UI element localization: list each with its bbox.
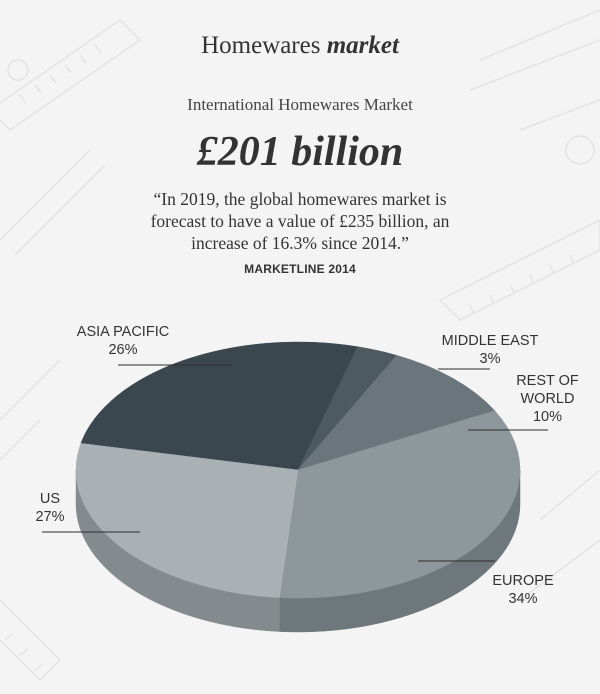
label-europe-name: EUROPE [492,573,554,589]
label-europe-value: 34% [508,591,538,607]
label-rest-of-world-line1: REST OF [516,373,579,389]
title-emphasis: market [326,32,399,59]
page-title: Homewares market [0,32,600,60]
label-us: US 27% [20,490,80,526]
label-middle-east-name: MIDDLE EAST [441,333,539,349]
pie-slice-asia-pacific [80,341,359,471]
label-us-name: US [39,491,61,507]
market-value: £201 billion [196,129,404,175]
source-credit: MARKETLINE 2014 [244,262,356,276]
pie-slice-europe [279,410,521,599]
label-asia-pacific-value: 26% [108,342,138,358]
label-rest-of-world-value: 10% [532,409,563,425]
label-asia-pacific: ASIA PACIFIC 26% [58,323,188,359]
label-rest-of-world-line2: WORLD [520,391,575,407]
label-middle-east: MIDDLE EAST 3% [425,332,555,368]
forecast-quote: “In 2019, the global homewares market is… [150,189,450,253]
chart-subtitle: International Homewares Market [187,95,413,114]
label-europe: EUROPE 34% [478,572,568,608]
title-plain: Homewares [201,32,321,59]
label-us-value: 27% [35,509,65,525]
label-middle-east-value: 3% [479,351,501,367]
pie-slice-us [75,443,299,598]
pie-slice-rest-of-world [297,355,496,471]
label-asia-pacific-name: ASIA PACIFIC [76,324,170,340]
label-rest-of-world: REST OF WORLD 10% [500,372,595,426]
